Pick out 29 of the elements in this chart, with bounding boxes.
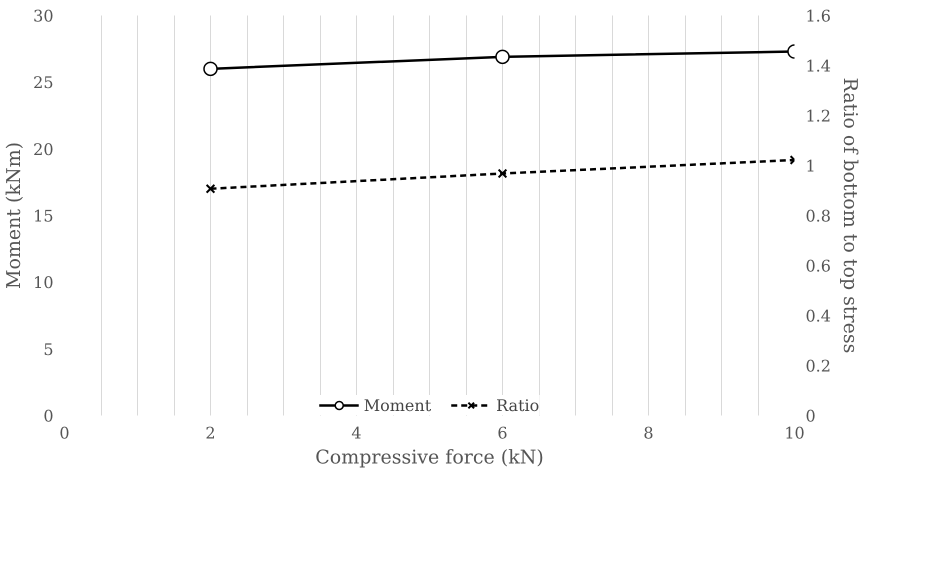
y2-tick-label: 0.6 [806,256,831,276]
y2-tick-label: 1.4 [806,56,831,76]
y2-tick-label: 0 [806,406,816,426]
y-tick-label: 25 [33,73,54,92]
x-tick-label: 8 [643,424,654,442]
y2-tick-label: 1.2 [806,106,831,126]
y-tick-label: 0 [43,406,54,426]
x-tick-label: 2 [205,424,216,442]
x-axis-title: Compressive force (kN) [315,446,544,468]
y2-tick-label: 0.8 [806,206,831,226]
y2-tick-label: 0.4 [806,306,831,326]
y2-tick-label: 1 [806,156,816,176]
y-tick-label: 30 [33,6,54,26]
x-tick-label: 10 [784,424,805,442]
legend-label: Moment [364,396,432,414]
x-tick-label: 0 [59,424,70,442]
x-tick-label: 6 [497,424,508,442]
point [206,184,216,194]
y-tick-label: 20 [33,140,54,159]
y2-axis-title: Ratio of bottom to top stress [838,78,861,354]
y-tick-label: 5 [43,340,54,359]
y-tick-label: 15 [33,206,54,226]
y2-tick-label: 0.2 [806,356,831,376]
x-tick-label: 4 [351,424,362,442]
y-tick-label: 10 [33,273,54,292]
point [498,168,508,178]
y2-tick-label: 1.6 [806,6,831,26]
y-axis-title: Moment (kNm) [3,142,26,290]
legend-label: Ratio [496,396,540,414]
